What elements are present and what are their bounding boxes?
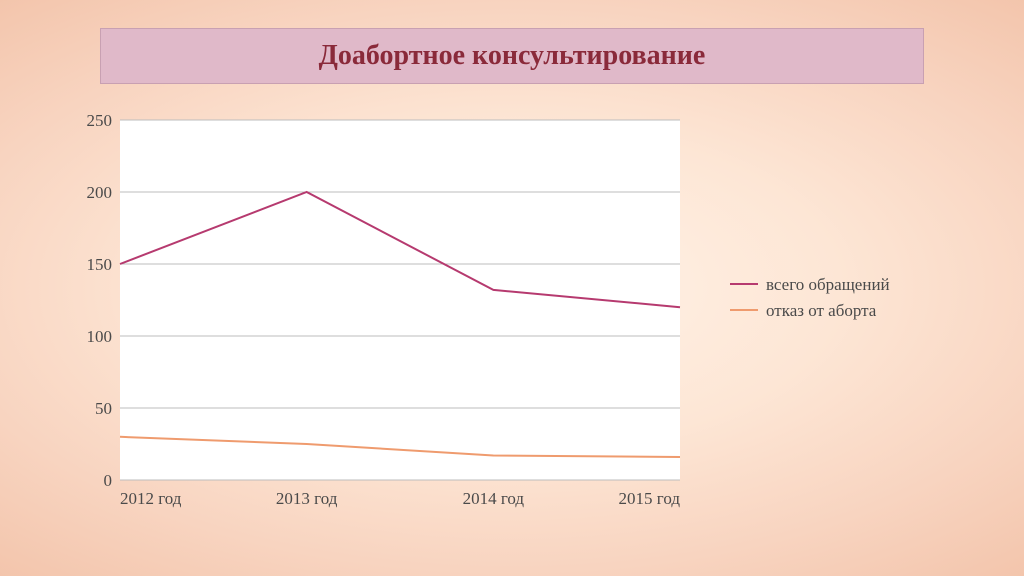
xtick-label: 2015 год (619, 489, 681, 508)
line-chart: 0 50 100 150 200 250 2012 год 2013 год 2014 год 2… (60, 110, 960, 530)
ytick-label: 150 (87, 255, 113, 274)
chart-container: 0 50 100 150 200 250 2012 год 2013 год 2014 год 2… (60, 110, 960, 530)
legend-label-1: отказ от аборта (766, 301, 877, 320)
ytick-label: 200 (87, 183, 113, 202)
ytick-label: 250 (87, 111, 113, 130)
xtick-label: 2013 год (276, 489, 338, 508)
slide-title: Доабортное консультирование (319, 40, 706, 72)
ytick-label: 50 (95, 399, 112, 418)
xtick-label: 2014 год (463, 489, 525, 508)
ytick-label: 100 (87, 327, 113, 346)
legend-label-0: всего обращений (766, 275, 890, 294)
ytick-label: 0 (104, 471, 113, 490)
title-box: Доабортное консультирование (100, 28, 924, 84)
slide: Доабортное консультирование 0 50 100 150 200… (0, 0, 1024, 576)
xtick-label: 2012 год (120, 489, 182, 508)
